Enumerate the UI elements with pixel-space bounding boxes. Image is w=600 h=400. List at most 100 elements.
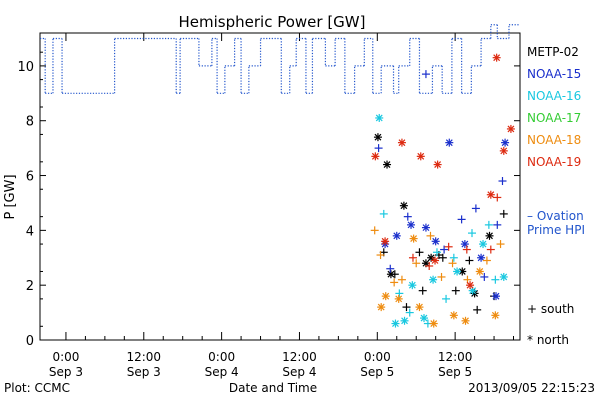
legend-entry: NOAA-17 [527,111,581,125]
south-marker [493,193,502,202]
north-marker [381,237,390,246]
south-marker [486,245,495,254]
north-marker [407,220,416,229]
north-marker [381,292,390,301]
legend-entry: NOAA-18 [527,133,581,147]
north-marker [499,272,508,281]
north-marker [383,160,392,169]
north-marker [373,133,382,142]
north-marker [486,190,495,199]
south-marker [451,286,460,295]
north-marker [391,319,400,328]
north-marker [429,275,438,284]
south-marker [376,251,385,260]
legend-entry: NOAA-19 [527,155,581,169]
north-marker [420,314,428,323]
x-axis-label: Date and Time [229,381,317,395]
north-marker [466,281,475,290]
north-marker [485,231,494,240]
south-marker [484,220,493,229]
north-marker [394,294,403,303]
north-marker [501,138,510,147]
north-marker [445,138,454,147]
south-marker [468,229,476,238]
south-marker [449,253,458,262]
south-marker [444,242,453,251]
x-tick-label-date: Sep 3 [49,365,83,379]
south-marker [457,215,466,224]
north-marker [421,223,430,232]
north-marker [429,319,438,328]
south-marker [432,248,441,257]
south-marker [499,209,508,218]
south-marker [386,264,395,273]
y-axis-label: P [GW] [3,174,18,219]
legend: METP-02 NOAA-15 NOAA-16 NOAA-17 NOAA-18 NOAA-… [527,45,585,347]
south-marker [465,256,474,265]
north-marker [427,253,436,262]
north-marker [377,303,386,312]
north-marker [461,316,470,325]
x-tick-label-date: Sep 5 [360,365,394,379]
legend-ovation-line1: – Ovation [527,209,584,223]
north-marker [415,303,424,312]
scatter-points [370,53,515,328]
north-marker [409,234,418,243]
south-marker [491,275,500,284]
south-marker [415,248,424,257]
north-marker [491,311,500,320]
x-tick-label-time: 12:00 [126,350,161,364]
north-marker [475,267,484,276]
south-marker [493,220,502,229]
north-marker [492,53,501,62]
x-tick-label-date: Sep 3 [127,365,161,379]
south-marker [408,253,417,262]
plot-frame [39,32,521,341]
y-tick-label: 4 [26,224,34,239]
north-marker [397,138,406,147]
north-marker [453,267,462,276]
south-marker [426,231,435,240]
south-marker [425,261,434,270]
x-tick-label-time: 0:00 [364,350,391,364]
south-marker [402,303,411,312]
south-marker [473,305,482,314]
south-marker [496,240,505,249]
x-tick-label-time: 0:00 [52,350,79,364]
north-marker [400,316,409,325]
north-marker [431,256,440,265]
north-marker [433,160,442,169]
ovation-line [40,24,520,94]
x-tick-label-date: Sep 5 [438,365,472,379]
south-marker [412,259,421,268]
south-marker [482,256,491,265]
y-tick-label: 2 [26,279,34,294]
y-tick-label: 8 [26,115,34,130]
south-marker [480,272,489,281]
north-marker [506,124,515,133]
north-marker [408,281,417,290]
north-marker [477,253,486,262]
north-marker [392,231,401,240]
south-marker [374,144,383,153]
north-marker [492,292,500,301]
south-marker [405,308,414,317]
south-marker [395,289,404,298]
x-tick-label-time: 12:00 [438,350,473,364]
north-marker [416,152,425,161]
south-marker [390,270,399,279]
legend-entry: METP-02 [527,45,579,59]
plot-credit: Plot: CCMC [4,381,70,395]
north-marker [431,237,440,246]
north-marker [371,152,380,161]
north-marker [479,240,488,249]
south-marker [442,294,451,303]
x-tick-label-time: 0:00 [208,350,235,364]
legend-ovation-line2: Prime HPI [527,223,585,237]
legend-north: * north [527,333,569,347]
south-marker [448,259,457,268]
north-marker [399,201,408,210]
y-tick-label: 0 [26,334,34,349]
legend-south: + south [527,302,574,316]
